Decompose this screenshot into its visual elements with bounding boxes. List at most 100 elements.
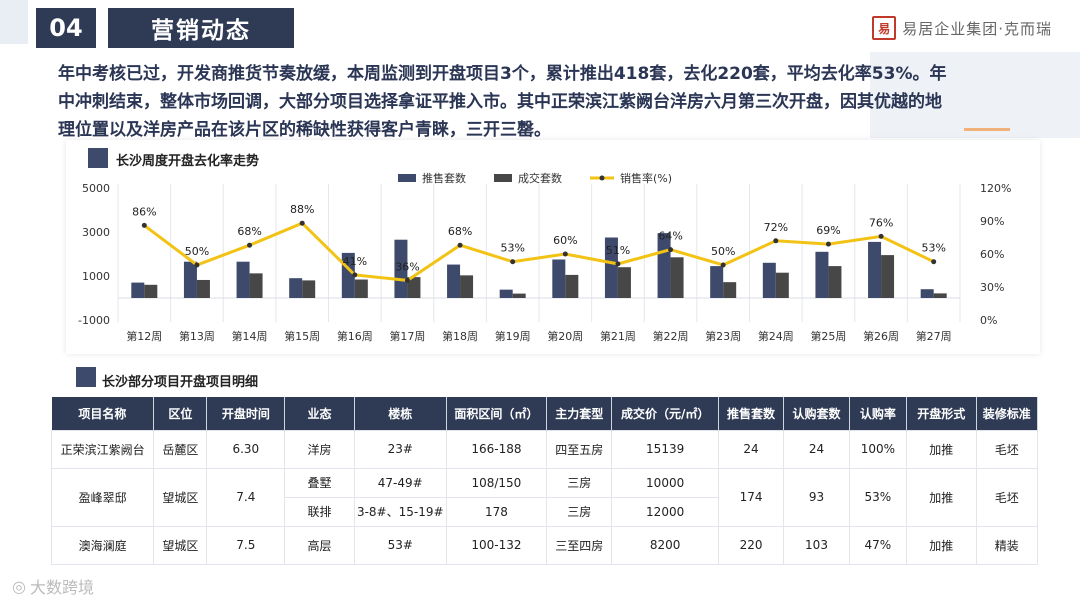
x-tick-label: 第18周	[442, 329, 478, 343]
cell-supply: 220	[717, 525, 785, 565]
sales-rate-point	[247, 242, 253, 248]
th-layout: 主力套型	[546, 397, 613, 430]
cell-sold: 24	[783, 429, 850, 469]
cell-area: 100-132	[445, 525, 548, 565]
cell-building: 53#	[353, 525, 447, 565]
cell-layout: 四至五房	[546, 429, 613, 469]
sales-rate-point	[878, 233, 884, 239]
cell-type: 叠墅	[284, 467, 355, 498]
bar-supply	[552, 259, 566, 298]
cell-area: 166-188	[445, 429, 548, 469]
cell-district: 望城区	[153, 525, 208, 565]
bar-sold	[881, 255, 895, 298]
cell-rate: 100%	[848, 429, 908, 469]
cell-rate: 53%	[848, 467, 908, 527]
bar-supply	[447, 264, 461, 298]
x-tick-label: 第24周	[758, 329, 794, 343]
data-label: 53%	[921, 242, 945, 255]
cell-finish: 毛坯	[975, 467, 1039, 527]
bar-supply	[183, 261, 197, 298]
table-row: 澳海澜庭 望城区 7.5 高层 53# 100-132 三至四房 8200 22…	[50, 525, 1039, 565]
cell-type: 联排	[284, 496, 355, 527]
cell-form: 加推	[906, 429, 977, 469]
cell-date: 7.4	[206, 467, 286, 527]
chart-panel: 长沙周度开盘去化率走势 5000 3000 1000 -1000 120% 90% 60% 3…	[66, 140, 1040, 354]
th-form: 开盘形式	[906, 397, 977, 430]
bar-supply	[657, 233, 671, 298]
th-date: 开盘时间	[206, 397, 286, 430]
table-row: 联排 3-8#、15-19# 178 三房 12000	[52, 496, 1038, 527]
section-title: 营销动态	[108, 8, 294, 48]
data-label: 50%	[711, 245, 735, 258]
corner-decoration-right	[870, 52, 1080, 138]
legend-swatch-sold	[494, 174, 512, 182]
watermark: ◎ 大数跨境	[12, 574, 94, 598]
th-building: 楼栋	[354, 397, 447, 430]
y-right-tick-label: 30%	[980, 281, 1004, 294]
bar-supply	[236, 261, 250, 298]
intro-line-1: 年中考核已过，开发商推货节奏放缓，本周监测到开盘项目3个，累计推出418套，去化…	[58, 64, 947, 84]
cell-date: 7.5	[206, 525, 286, 565]
chart-title: 长沙周度开盘去化率走势	[116, 154, 260, 169]
cell-building: 47-49#	[353, 467, 447, 498]
y-right-tick-label: 0%	[980, 314, 997, 327]
bar-sold	[460, 275, 474, 298]
sales-rate-point	[931, 259, 937, 265]
weekly-sales-chart: 5000 3000 1000 -1000 120% 90% 60% 30% 0% 第12周 第13周…	[78, 171, 1011, 343]
sales-rate-point	[404, 277, 410, 283]
data-label: 60%	[553, 234, 577, 247]
sales-rate-point	[720, 262, 726, 268]
cell-form: 加推	[906, 467, 977, 527]
bar-supply	[131, 282, 145, 298]
bar-sold	[249, 273, 263, 298]
cell-name: 正荣滨江紫阙台	[50, 429, 155, 469]
bar-sold	[565, 274, 579, 298]
y-right-tick-label: 120%	[980, 182, 1011, 195]
legend-swatch-supply	[398, 174, 416, 182]
data-label: 41%	[343, 255, 367, 268]
data-label: 72%	[764, 221, 788, 234]
sales-rate-point	[141, 222, 147, 228]
cell-finish: 毛坯	[975, 429, 1039, 469]
table-title: 长沙部分项目开盘项目明细	[102, 375, 259, 390]
legend-marker-rate	[599, 175, 605, 181]
bar-supply	[710, 266, 724, 298]
bar-supply	[394, 239, 408, 298]
logo-text: 易居企业集团·克而瑞	[902, 19, 1052, 38]
corner-decoration	[0, 0, 28, 44]
bar-sold	[354, 279, 368, 298]
sales-rate-point	[615, 261, 621, 267]
sales-rate-point	[562, 251, 568, 257]
cell-layout: 三至四房	[546, 525, 613, 565]
cell-type: 洋房	[284, 429, 355, 469]
intro-paragraph: 年中考核已过，开发商推货节奏放缓，本周监测到开盘项目3个，累计推出418套，去化…	[58, 60, 1048, 144]
data-label: 64%	[658, 230, 682, 243]
x-tick-label: 第14周	[232, 329, 268, 343]
x-tick-label: 第15周	[284, 329, 320, 343]
th-type: 业态	[284, 397, 355, 430]
cell-price: 15139	[611, 429, 719, 469]
logo-mark-icon: 易	[872, 16, 897, 40]
table-row: 正荣滨江紫阙台 岳麓区 6.30 洋房 23# 166-188 四至五房 151…	[50, 429, 1039, 469]
data-label: 50%	[185, 245, 209, 258]
sales-rate-line	[143, 221, 935, 282]
x-tick-label: 第26周	[863, 329, 899, 343]
data-label: 36%	[395, 260, 419, 273]
x-tick-label: 第22周	[653, 329, 689, 343]
th-price: 成交价（元/㎡）	[611, 397, 719, 430]
y-left-tick-label: -1000	[78, 314, 110, 327]
th-rate: 认购率	[849, 397, 908, 430]
data-label: 68%	[237, 225, 261, 238]
cell-layout: 三房	[546, 496, 613, 527]
bar-supply	[499, 289, 513, 298]
cell-building: 3-8#、15-19#	[353, 496, 447, 527]
x-tick-label: 第12周	[126, 329, 162, 343]
th-sold: 认购套数	[783, 397, 850, 430]
y-left-tick-label: 3000	[82, 226, 110, 239]
cell-price: 8200	[611, 525, 719, 565]
intro-line-3: 理位置以及洋房产品在该片区的稀缺性获得客户青睐，三开三罄。	[58, 120, 551, 140]
chart-title-block-icon	[88, 148, 108, 168]
cell-date: 6.30	[206, 429, 286, 469]
bar-supply	[289, 278, 303, 298]
bar-supply	[762, 262, 776, 298]
